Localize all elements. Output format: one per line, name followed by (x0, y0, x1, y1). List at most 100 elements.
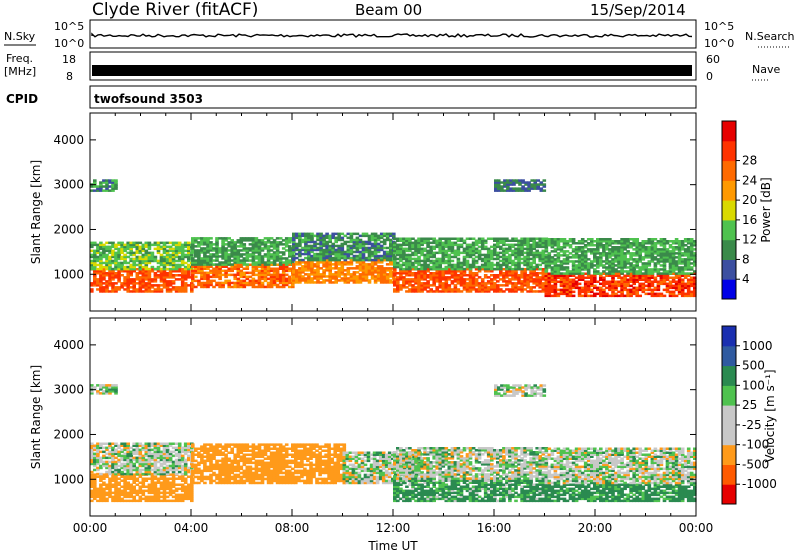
vel-cell (162, 475, 167, 478)
power-cell (105, 189, 109, 192)
power-cell (517, 276, 521, 279)
power-cell (517, 282, 521, 285)
power-cell (288, 247, 292, 250)
power-cell (420, 267, 424, 271)
power-cell (683, 244, 688, 247)
power-cell (539, 189, 544, 192)
vel-cell (108, 491, 112, 495)
power-cell (689, 242, 694, 245)
power-cell (257, 247, 262, 250)
power-cell (96, 187, 100, 190)
power-cell (99, 261, 103, 265)
power-cell (471, 251, 476, 255)
power-cell (532, 253, 536, 257)
power-cell (580, 288, 585, 292)
power-cell (538, 243, 542, 247)
power-cell (493, 253, 497, 257)
power-cell (364, 234, 369, 238)
power-cell (187, 272, 191, 275)
power-cell (275, 251, 280, 254)
power-cell (686, 254, 691, 257)
power-cell (99, 255, 103, 259)
power-cell (174, 243, 179, 247)
power-cell (177, 263, 182, 267)
power-cell (521, 189, 525, 192)
power-cell (544, 272, 549, 275)
power-cell (665, 260, 670, 263)
power-cell (194, 261, 198, 264)
vel-cell (111, 485, 115, 488)
power-cell (254, 249, 259, 252)
power-cell (468, 290, 473, 293)
power-cell (462, 288, 467, 291)
power-cell (352, 250, 357, 254)
power-cell (278, 281, 283, 285)
power-cell (272, 277, 277, 281)
vel-cell (93, 468, 97, 472)
power-cell (135, 249, 140, 253)
power-cell (441, 253, 446, 257)
power-cell (671, 260, 676, 263)
power-cell (402, 267, 406, 271)
power-cell (99, 286, 103, 289)
power-cell (417, 257, 421, 261)
power-cell (123, 267, 127, 271)
power-cell (206, 275, 210, 279)
power-cell (191, 283, 195, 287)
power-cell (689, 294, 694, 298)
power-cell (111, 187, 115, 190)
power-cell (405, 241, 409, 245)
power-cell (328, 236, 332, 240)
power-cell (165, 255, 170, 259)
power-cell (355, 258, 360, 262)
power-cell (456, 278, 461, 281)
power-cell (496, 263, 500, 267)
power-cell (272, 243, 277, 246)
power-cell (580, 262, 585, 265)
power-cell (617, 276, 621, 279)
power-cell (562, 242, 567, 245)
vel-cell (180, 499, 185, 503)
power-cell (227, 259, 231, 262)
power-cell (524, 187, 528, 190)
power-cell (135, 290, 140, 293)
power-cell (511, 239, 515, 242)
power-cell (505, 257, 509, 261)
power-cell (304, 267, 308, 270)
power-cell (477, 251, 482, 255)
power-cell (535, 278, 539, 281)
power-cell (334, 258, 338, 262)
power-cell (382, 269, 387, 272)
power-cell (328, 267, 332, 270)
power-cell (126, 267, 130, 271)
power-cell (291, 261, 295, 264)
power-cell (508, 272, 512, 275)
power-cell (144, 286, 149, 289)
power-cell (126, 241, 130, 245)
power-cell (526, 261, 530, 265)
vel-cell (102, 499, 106, 503)
power-cell (405, 239, 409, 242)
power-cell (580, 260, 585, 263)
power-cell (102, 288, 106, 291)
power-cell (203, 281, 207, 285)
power-cell (153, 280, 158, 283)
power-cell (266, 251, 271, 254)
power-cell (626, 280, 630, 283)
power-cell (316, 281, 320, 284)
power-cell (135, 259, 140, 263)
power-cell (420, 276, 424, 279)
power-cell (227, 237, 231, 240)
power-cell (272, 239, 277, 242)
power-cell (529, 261, 533, 265)
power-cell (538, 239, 542, 242)
power-cell (230, 247, 234, 250)
power-cell (541, 276, 546, 279)
power-cell (251, 273, 256, 277)
power-cell (135, 263, 140, 267)
power-cell (508, 255, 512, 259)
power-cell (420, 263, 424, 267)
power-band-9 (544, 238, 697, 275)
power-cell (490, 261, 494, 265)
power-cell (553, 242, 558, 245)
